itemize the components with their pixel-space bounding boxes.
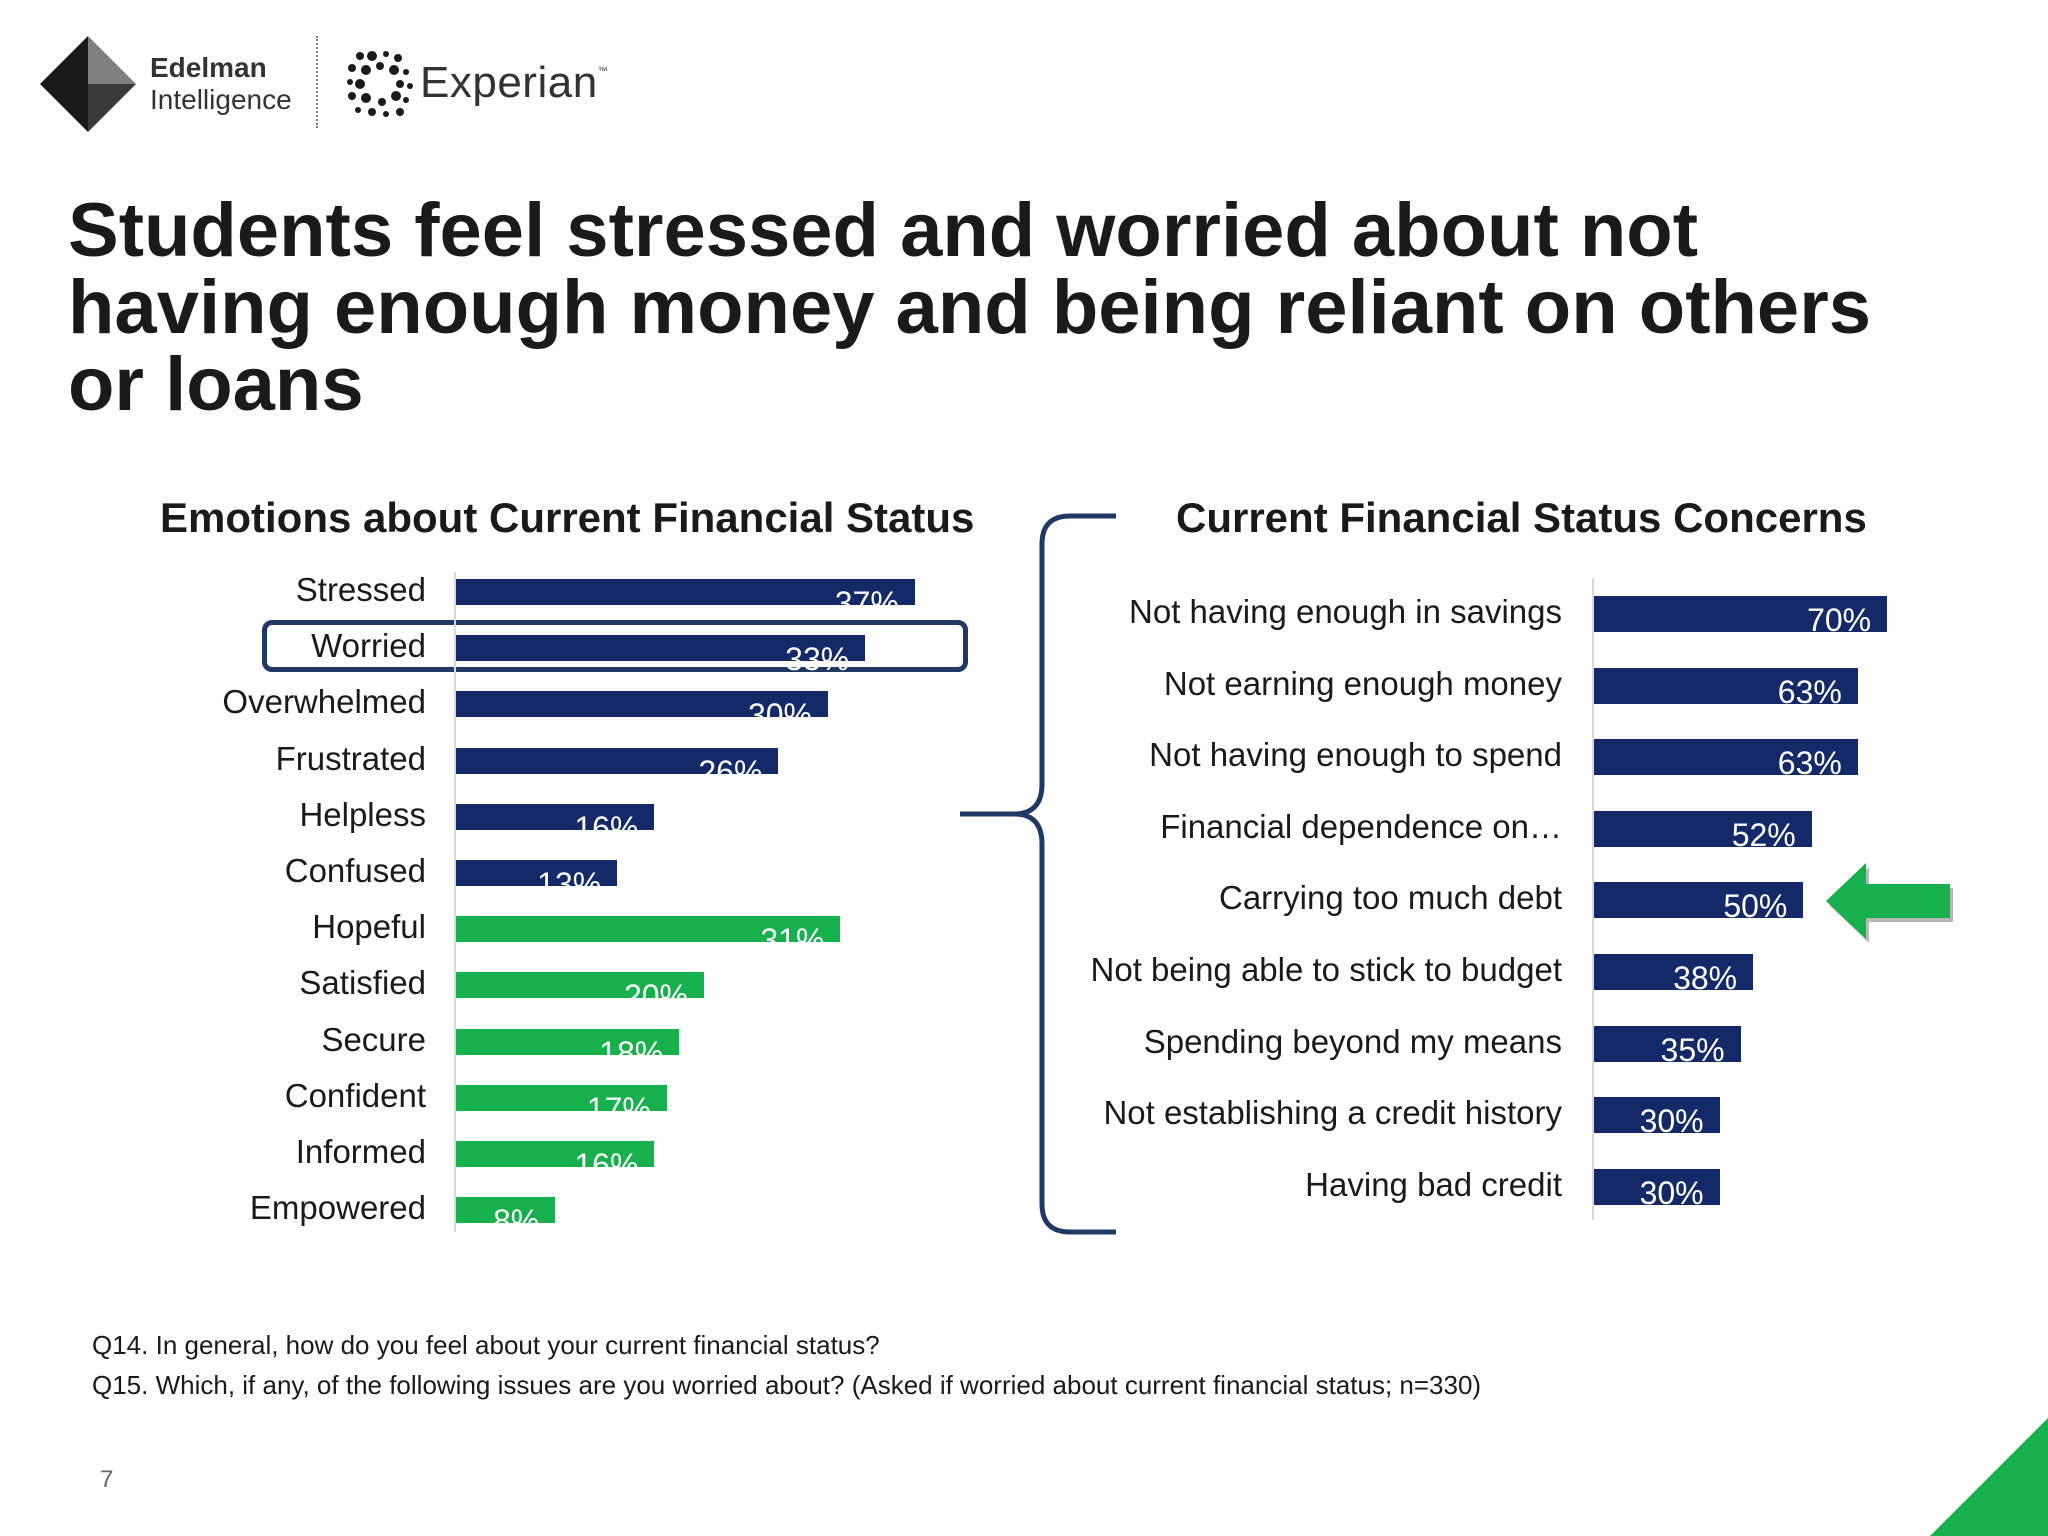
- footnote-q14: Q14. In general, how do you feel about y…: [92, 1330, 880, 1360]
- emotions-category-label: Helpless: [299, 795, 426, 833]
- edelman-logo-mark: [40, 36, 136, 132]
- emotions-category-label: Stressed: [295, 571, 426, 608]
- concerns-value-label: 35%: [1660, 1031, 1725, 1068]
- emotions-bar: [456, 916, 841, 943]
- emotions-value-label: 37%: [834, 585, 899, 621]
- edelman-logo-text: Edelman Intelligence: [150, 52, 292, 116]
- connector-bracket: [960, 513, 1116, 1235]
- emotions-category-label: Secure: [321, 1020, 426, 1058]
- concerns-bar: [1594, 667, 1858, 704]
- concerns-category-label: Having bad credit: [1305, 1165, 1562, 1203]
- emotions-category-label: Empowered: [249, 1189, 426, 1227]
- page-number: 7: [100, 1466, 114, 1493]
- emotions-category-label: Confident: [284, 1076, 426, 1114]
- emotions-bar: [456, 635, 866, 662]
- slide-title: Students feel stressed and worried about…: [68, 188, 1872, 427]
- emotions-bar: [456, 860, 618, 886]
- emotions-value-label: 16%: [574, 1147, 639, 1183]
- concerns-bar: [1594, 954, 1754, 990]
- emotions-value-label: 17%: [586, 1090, 651, 1127]
- emotions-category-label: Informed: [295, 1133, 426, 1170]
- concerns-value-label: 63%: [1777, 745, 1842, 782]
- emotions-bar: [456, 691, 828, 718]
- emotions-bar: [456, 972, 704, 999]
- concerns-value-label: 30%: [1639, 1174, 1704, 1211]
- emotions-value-label: 16%: [574, 809, 639, 846]
- concerns-axis: [1592, 578, 1594, 1220]
- green-arrow-icon: [1826, 863, 1953, 942]
- concerns-value-label: 30%: [1639, 1103, 1704, 1140]
- concerns-value-label: 50%: [1723, 888, 1788, 925]
- experian-trademark: ™: [597, 66, 609, 77]
- concerns-bar: [1594, 810, 1812, 847]
- concerns-bar: [1594, 596, 1888, 632]
- emotions-category-label: Frustrated: [275, 739, 426, 777]
- concerns-bar: [1594, 1097, 1720, 1134]
- emotions-category-label: Overwhelmed: [222, 683, 426, 721]
- concerns-value-label: 52%: [1731, 816, 1796, 853]
- emotions-bar: [456, 1084, 667, 1111]
- emotions-chart-title: Emotions about Current Financial Status: [160, 494, 975, 541]
- emotions-category-label: Hopeful: [312, 908, 426, 946]
- emotions-category-label: Confused: [284, 852, 426, 889]
- emotions-bar: [456, 1141, 655, 1167]
- concerns-value-label: 70%: [1807, 602, 1872, 638]
- concerns-bar: [1594, 1168, 1720, 1205]
- concerns-value-label: 38%: [1673, 960, 1738, 996]
- emotions-axis: [454, 572, 456, 1232]
- concerns-chart-title: Current Financial Status Concerns: [1176, 494, 1867, 541]
- concerns-bar: [1594, 1025, 1741, 1062]
- emotions-value-label: 20%: [623, 978, 688, 1015]
- concerns-category-label: Not having enough to spend: [1149, 736, 1562, 774]
- emotions-value-label: 33%: [785, 641, 850, 678]
- edelman-logo-line2: Intelligence: [150, 84, 292, 115]
- experian-logo-text: Experian™: [420, 58, 608, 108]
- edelman-logo-line1: Edelman: [150, 52, 267, 83]
- experian-logo-word: Experian: [420, 58, 598, 107]
- concerns-category-label: Not being able to stick to budget: [1090, 951, 1562, 988]
- concerns-category-label: Spending beyond my means: [1143, 1022, 1562, 1060]
- emotions-bar: [456, 1197, 556, 1224]
- corner-triangle-decoration: [1930, 1418, 2048, 1536]
- emotions-value-label: 26%: [698, 753, 763, 790]
- emotions-bar: [456, 1028, 680, 1055]
- emotions-value-label: 13%: [537, 866, 602, 902]
- emotions-value-label: 18%: [599, 1034, 664, 1071]
- emotions-value-label: 30%: [747, 697, 812, 734]
- concerns-category-label: Not earning enough money: [1163, 664, 1562, 702]
- concerns-category-label: Carrying too much debt: [1218, 879, 1562, 917]
- emotions-category-label: Worried: [311, 627, 426, 665]
- emotions-value-label: 31%: [760, 922, 825, 959]
- emotions-value-label: 8%: [492, 1203, 540, 1240]
- concerns-bar: [1594, 882, 1804, 919]
- concerns-category-label: Not establishing a credit history: [1103, 1094, 1562, 1132]
- concerns-bar: [1594, 739, 1858, 776]
- experian-logo-mark: [347, 51, 413, 117]
- concerns-category-label: Not having enough in savings: [1129, 593, 1562, 630]
- emotions-bar: [456, 747, 779, 774]
- emotions-bar: [456, 579, 915, 605]
- footnote-q15: Q15. Which, if any, of the following iss…: [92, 1370, 1482, 1400]
- emotions-category-label: Satisfied: [299, 964, 426, 1002]
- emotions-bar: [456, 803, 655, 830]
- concerns-category-label: Financial dependence on…: [1160, 807, 1562, 845]
- logo-divider: [316, 36, 318, 128]
- concerns-value-label: 63%: [1777, 673, 1842, 710]
- worried-highlight-box: [262, 620, 968, 672]
